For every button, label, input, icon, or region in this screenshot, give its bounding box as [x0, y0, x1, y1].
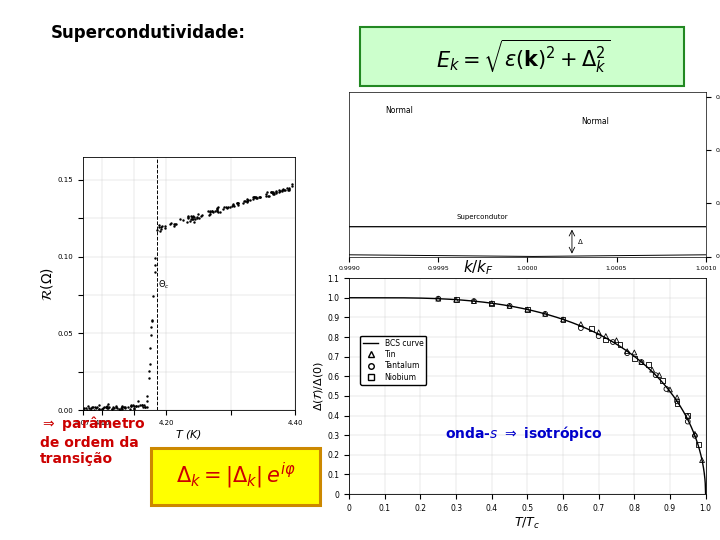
- Text: onda-$s$ $\Rightarrow$ isotrópico: onda-$s$ $\Rightarrow$ isotrópico: [446, 424, 603, 443]
- Text: $E_k = \sqrt{\varepsilon(\mathbf{k})^2 + \Delta_k^2}$: $E_k = \sqrt{\varepsilon(\mathbf{k})^2 +…: [436, 38, 611, 76]
- Point: [468, 297, 480, 306]
- Point: [575, 320, 587, 328]
- Point: [521, 305, 533, 314]
- Point: [586, 325, 598, 333]
- Point: [451, 295, 462, 304]
- Text: Supercondutor: Supercondutor: [456, 214, 508, 220]
- Text: $\Theta_c$: $\Theta_c$: [158, 278, 170, 291]
- Point: [433, 294, 444, 303]
- Point: [682, 411, 693, 420]
- Point: [671, 399, 683, 408]
- Point: [451, 295, 462, 304]
- Point: [671, 397, 683, 406]
- Point: [486, 299, 498, 307]
- Point: [433, 294, 444, 303]
- Text: Normal: Normal: [581, 117, 608, 126]
- Point: [682, 417, 693, 426]
- Text: Normal: Normal: [385, 106, 413, 115]
- Text: $k/k_F$: $k/k_F$: [463, 258, 495, 276]
- Point: [621, 349, 633, 357]
- Point: [593, 328, 605, 336]
- Text: Supercondutividade:: Supercondutividade:: [50, 24, 246, 42]
- Point: [607, 338, 618, 346]
- Point: [504, 302, 516, 310]
- Point: [643, 360, 654, 369]
- FancyBboxPatch shape: [360, 27, 684, 86]
- Point: [504, 302, 516, 310]
- Legend: BCS curve, Tin, Tantalum, Niobium: BCS curve, Tin, Tantalum, Niobium: [360, 336, 426, 384]
- Point: [629, 348, 640, 357]
- Point: [600, 332, 611, 340]
- Point: [636, 357, 647, 366]
- Point: [614, 340, 626, 349]
- Point: [657, 376, 669, 385]
- Point: [682, 411, 693, 420]
- Point: [557, 315, 569, 323]
- Point: [468, 297, 480, 306]
- Point: [575, 323, 587, 332]
- Text: $\Delta$: $\Delta$: [577, 237, 584, 246]
- Point: [629, 354, 640, 363]
- Point: [539, 309, 551, 318]
- Point: [621, 347, 633, 355]
- Point: [654, 370, 665, 379]
- Y-axis label: $\mathcal{R}(\Omega)$: $\mathcal{R}(\Omega)$: [39, 266, 55, 301]
- Y-axis label: $\Delta(\mathcal{T})/\Delta(0)$: $\Delta(\mathcal{T})/\Delta(0)$: [312, 361, 325, 411]
- Point: [689, 431, 701, 440]
- Point: [611, 336, 622, 345]
- Point: [693, 440, 704, 449]
- Point: [696, 456, 708, 464]
- Text: $\Delta_k = |\Delta_k|\, e^{i\varphi}$: $\Delta_k = |\Delta_k|\, e^{i\varphi}$: [176, 461, 296, 491]
- Text: $\Rightarrow$ parâmetro
de ordem da
transição: $\Rightarrow$ parâmetro de ordem da tran…: [40, 414, 145, 466]
- Point: [557, 315, 569, 323]
- Point: [650, 371, 662, 380]
- X-axis label: $T$ (K): $T$ (K): [176, 428, 202, 441]
- Point: [689, 429, 701, 438]
- Point: [600, 336, 611, 345]
- Point: [521, 305, 533, 314]
- Point: [636, 357, 647, 366]
- FancyBboxPatch shape: [151, 448, 320, 505]
- Point: [539, 309, 551, 318]
- X-axis label: $T/T_c$: $T/T_c$: [514, 516, 541, 531]
- Point: [661, 384, 672, 393]
- Point: [647, 366, 658, 374]
- Point: [486, 299, 498, 307]
- Point: [671, 393, 683, 402]
- Point: [593, 332, 605, 341]
- Point: [665, 385, 676, 394]
